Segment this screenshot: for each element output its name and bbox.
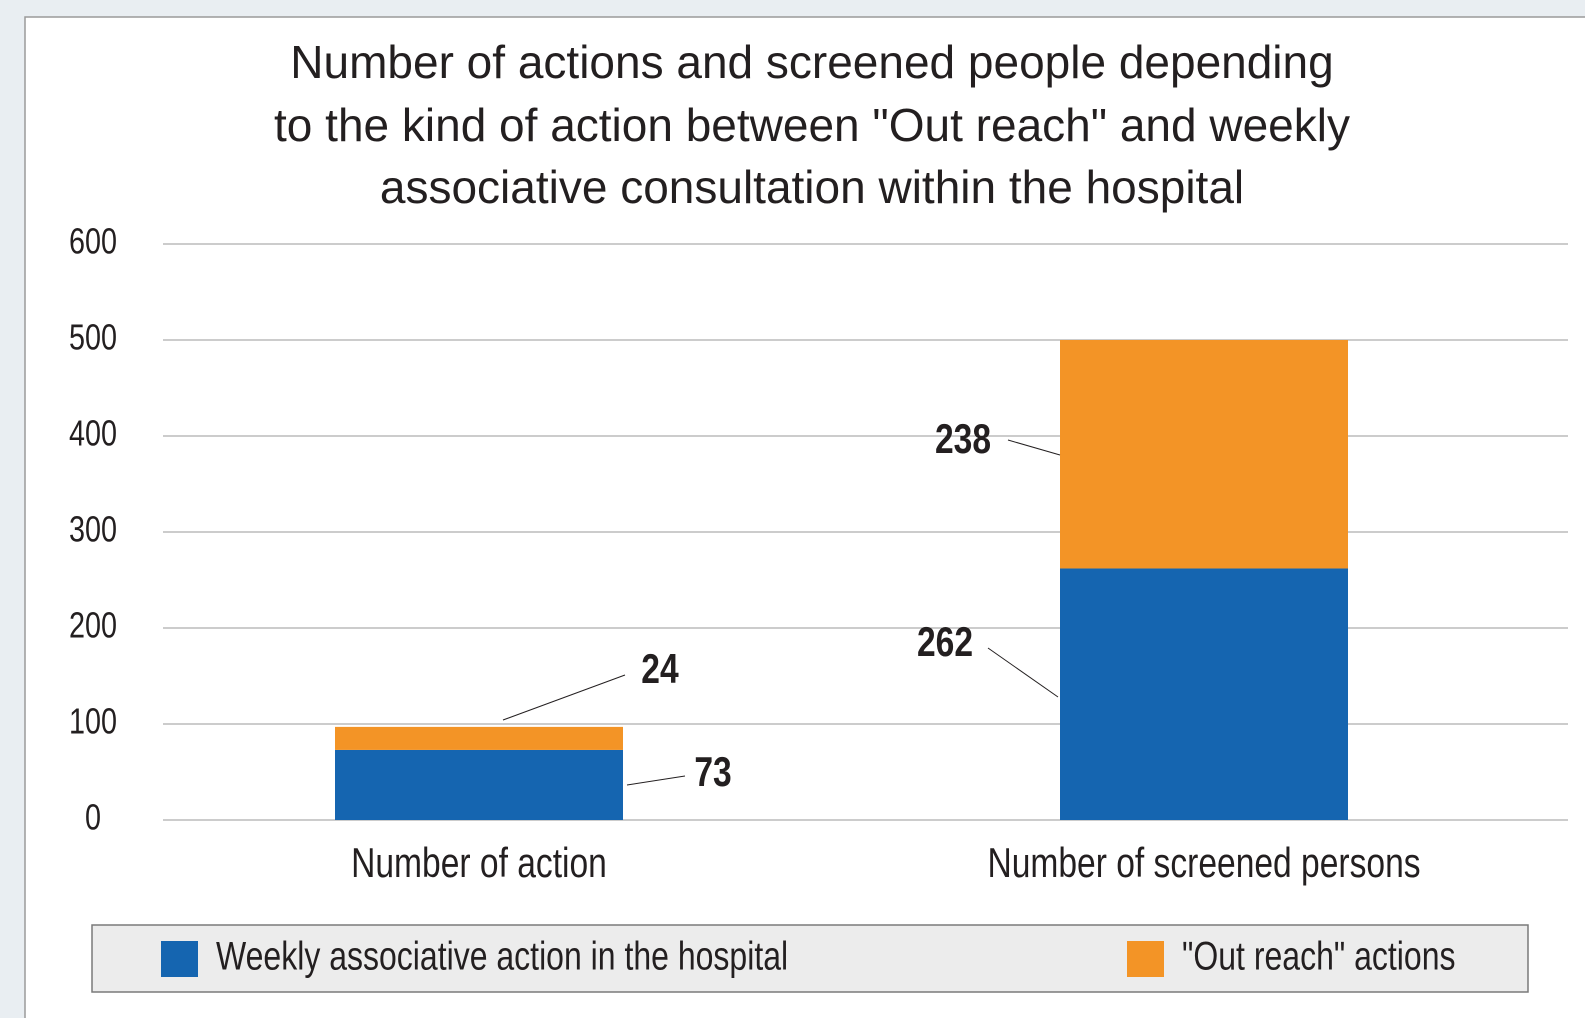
bar-segment [335, 749, 623, 820]
bar-segment [335, 726, 623, 750]
y-tick-label: 0 [85, 796, 101, 837]
chart-title: Number of actions and screened people de… [290, 36, 1333, 88]
leader-line [987, 647, 1059, 698]
y-tick-label: 400 [69, 412, 117, 453]
y-tick-label: 600 [69, 220, 117, 261]
chart-title: to the kind of action between "Out reach… [274, 99, 1350, 151]
data-label: 24 [641, 647, 678, 693]
legend-label: "Out reach" actions [1182, 933, 1455, 978]
leader-line [502, 674, 626, 721]
legend-swatch [1127, 941, 1164, 977]
legend-label: Weekly associative action in the hospita… [216, 933, 788, 978]
x-tick-label: Number of action [351, 841, 607, 887]
leader-line [1007, 439, 1061, 456]
x-tick-label: Number of screened persons [987, 841, 1420, 887]
legend [91, 924, 1529, 993]
data-label: 262 [917, 620, 973, 666]
data-label: 238 [935, 417, 991, 463]
data-label: 73 [694, 750, 731, 796]
bar-segment [1060, 340, 1348, 569]
y-tick-label: 200 [69, 604, 117, 645]
y-tick-label: 100 [69, 700, 117, 741]
bar-segment [1060, 568, 1348, 820]
y-tick-label: 300 [69, 508, 117, 549]
chart-title: associative consultation within the hosp… [380, 161, 1244, 213]
legend-swatch [161, 941, 198, 977]
y-tick-label: 500 [69, 316, 117, 357]
leader-line [626, 775, 686, 786]
